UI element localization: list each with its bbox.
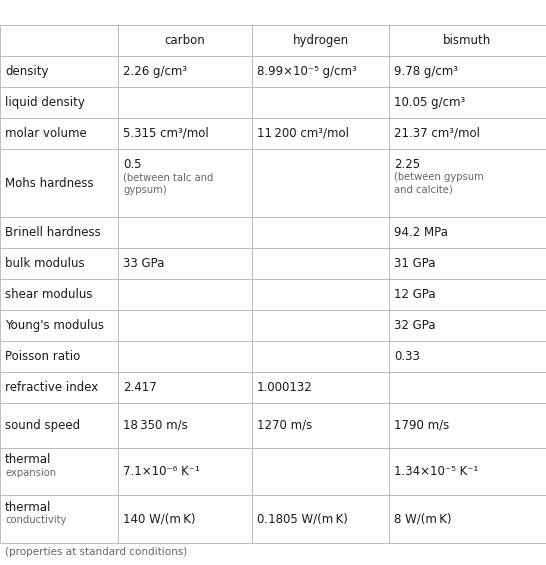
Text: 0.33: 0.33	[394, 350, 420, 363]
Text: molar volume: molar volume	[5, 127, 87, 140]
Text: expansion: expansion	[5, 468, 56, 477]
Text: 9.78 g/cm³: 9.78 g/cm³	[394, 65, 458, 78]
Text: sound speed: sound speed	[5, 419, 80, 432]
Text: 12 GPa: 12 GPa	[394, 288, 436, 301]
Text: 10.05 g/cm³: 10.05 g/cm³	[394, 95, 465, 108]
Text: gypsum): gypsum)	[123, 185, 167, 195]
Text: carbon: carbon	[165, 34, 205, 47]
Text: (properties at standard conditions): (properties at standard conditions)	[5, 547, 187, 557]
Text: 0.5: 0.5	[123, 158, 141, 171]
Text: thermal: thermal	[5, 453, 51, 466]
Text: 32 GPa: 32 GPa	[394, 319, 436, 332]
Text: 21.37 cm³/mol: 21.37 cm³/mol	[394, 127, 480, 140]
Text: Young's modulus: Young's modulus	[5, 319, 104, 332]
Text: 5.315 cm³/mol: 5.315 cm³/mol	[123, 127, 209, 140]
Text: 11 200 cm³/mol: 11 200 cm³/mol	[257, 127, 349, 140]
Text: 94.2 MPa: 94.2 MPa	[394, 227, 448, 240]
Text: conductivity: conductivity	[5, 515, 67, 525]
Text: refractive index: refractive index	[5, 381, 98, 394]
Text: 2.417: 2.417	[123, 381, 157, 394]
Text: 7.1×10⁻⁶ K⁻¹: 7.1×10⁻⁶ K⁻¹	[123, 465, 200, 478]
Text: liquid density: liquid density	[5, 95, 85, 108]
Text: 18 350 m/s: 18 350 m/s	[123, 419, 188, 432]
Text: (between gypsum: (between gypsum	[394, 172, 484, 182]
Text: 2.26 g/cm³: 2.26 g/cm³	[123, 65, 187, 78]
Text: thermal: thermal	[5, 501, 51, 514]
Text: (between talc and: (between talc and	[123, 172, 213, 182]
Text: 1270 m/s: 1270 m/s	[257, 419, 312, 432]
Text: 1.000132: 1.000132	[257, 381, 313, 394]
Text: shear modulus: shear modulus	[5, 288, 92, 301]
Text: 1790 m/s: 1790 m/s	[394, 419, 449, 432]
Text: 31 GPa: 31 GPa	[394, 257, 436, 270]
Text: 8.99×10⁻⁵ g/cm³: 8.99×10⁻⁵ g/cm³	[257, 65, 357, 78]
Text: hydrogen: hydrogen	[293, 34, 348, 47]
Text: 0.1805 W/(m K): 0.1805 W/(m K)	[257, 513, 348, 526]
Text: 2.25: 2.25	[394, 158, 420, 171]
Text: 33 GPa: 33 GPa	[123, 257, 164, 270]
Text: density: density	[5, 65, 49, 78]
Text: 8 W/(m K): 8 W/(m K)	[394, 513, 452, 526]
Text: and calcite): and calcite)	[394, 185, 453, 195]
Text: Poisson ratio: Poisson ratio	[5, 350, 80, 363]
Text: Brinell hardness: Brinell hardness	[5, 227, 101, 240]
Text: bulk modulus: bulk modulus	[5, 257, 85, 270]
Text: 140 W/(m K): 140 W/(m K)	[123, 513, 195, 526]
Text: bismuth: bismuth	[443, 34, 491, 47]
Text: 1.34×10⁻⁵ K⁻¹: 1.34×10⁻⁵ K⁻¹	[394, 465, 478, 478]
Text: Mohs hardness: Mohs hardness	[5, 176, 93, 189]
